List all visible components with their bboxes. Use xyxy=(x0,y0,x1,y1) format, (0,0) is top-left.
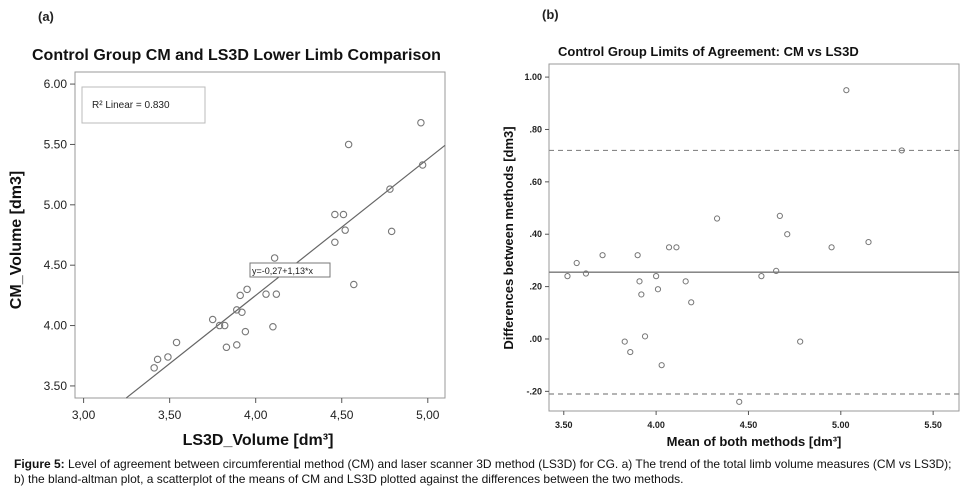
chart-a-fit-label: y=-0,27+1,13*x xyxy=(252,266,314,276)
chart-a-ytick-label: 4.50 xyxy=(44,258,68,272)
panel-a-label: (a) xyxy=(38,9,54,24)
chart-a-point xyxy=(339,210,348,219)
chart-a-ytick-label: 5.00 xyxy=(44,198,68,212)
chart-a-point xyxy=(241,327,250,336)
chart-a: Control Group CM and LS3D Lower Limb Com… xyxy=(8,47,446,449)
chart-b-ylabel: Differences between methods [dm3] xyxy=(501,126,516,349)
chart-b-ytick-label: .20 xyxy=(529,282,542,292)
chart-b-point xyxy=(641,333,649,340)
chart-b-xtick-label: 4.00 xyxy=(647,420,665,430)
chart-a-point xyxy=(341,226,349,234)
chart-b-point xyxy=(653,273,660,280)
chart-a-plot-area xyxy=(74,71,446,399)
chart-b-point xyxy=(773,267,780,274)
chart-b-ytick-label: .80 xyxy=(529,124,542,134)
chart-b: Control Group Limits of Agreement: CM vs… xyxy=(501,44,960,449)
chart-a-point xyxy=(262,290,270,298)
chart-a-ytick-label: 4.00 xyxy=(44,319,68,333)
chart-b-point xyxy=(828,244,835,251)
chart-b-point xyxy=(665,244,673,251)
chart-b-point xyxy=(638,291,645,298)
chart-a-point xyxy=(331,210,339,219)
chart-b-point xyxy=(682,278,689,285)
chart-b-point xyxy=(634,252,641,259)
chart-b-point xyxy=(564,273,571,280)
chart-a-point xyxy=(222,343,231,352)
chart-a-point xyxy=(238,308,246,317)
chart-a-fit-label-box xyxy=(249,262,331,278)
chart-b-xtick-label: 5.50 xyxy=(924,420,942,430)
chart-b-ytick-label: -.20 xyxy=(526,386,542,396)
chart-a-xtick-label: 5,00 xyxy=(416,408,440,422)
chart-b-xtick-label: 5.00 xyxy=(832,420,850,430)
chart-a-point xyxy=(243,285,251,294)
chart-b-xtick-label: 3.50 xyxy=(555,420,573,430)
chart-b-point xyxy=(758,273,765,280)
chart-b-point xyxy=(843,87,850,94)
chart-a-point xyxy=(331,238,339,246)
chart-a-title: Control Group CM and LS3D Lower Limb Com… xyxy=(32,47,441,64)
chart-a-ytick-label: 6.00 xyxy=(44,77,68,91)
chart-b-point xyxy=(776,212,783,219)
chart-b-plot-area xyxy=(548,63,960,412)
chart-b-point xyxy=(688,299,695,306)
chart-b-point xyxy=(621,338,628,345)
chart-b-ytick-label: .40 xyxy=(529,229,542,239)
chart-b-xlabel: Mean of both methods [dm³] xyxy=(667,434,842,449)
chart-a-point xyxy=(269,323,277,331)
chart-a-point xyxy=(208,315,217,324)
chart-a-point xyxy=(233,341,241,349)
chart-a-point xyxy=(350,280,358,289)
chart-b-point xyxy=(797,338,804,345)
figure: (a) (b) Control Group CM and LS3D Lower … xyxy=(8,7,960,449)
chart-b-ytick-label: .00 xyxy=(529,334,542,344)
chart-b-point xyxy=(713,215,721,222)
chart-a-point xyxy=(387,227,396,236)
chart-b-point xyxy=(573,259,580,267)
chart-a-point xyxy=(272,290,281,298)
chart-a-xtick-label: 3,50 xyxy=(158,408,182,422)
chart-b-point xyxy=(582,270,590,277)
chart-a-point xyxy=(386,185,394,193)
figure-caption: Figure 5: Level of agreement between cir… xyxy=(14,457,959,487)
chart-b-point xyxy=(784,231,791,238)
chart-a-point xyxy=(164,353,172,361)
chart-a-r2-box xyxy=(81,86,206,124)
chart-a-point xyxy=(417,118,425,127)
chart-b-xtick-label: 4.50 xyxy=(740,420,758,430)
chart-a-xtick-label: 4,00 xyxy=(244,408,268,422)
panel-b-label: (b) xyxy=(542,7,559,22)
chart-a-point xyxy=(236,291,244,300)
chart-b-point xyxy=(654,286,662,293)
chart-b-point xyxy=(636,278,643,285)
chart-b-ytick-label: .60 xyxy=(529,177,542,187)
chart-a-point xyxy=(153,355,162,364)
chart-a-xtick-label: 3,00 xyxy=(72,408,96,422)
caption-label: Figure 5: xyxy=(14,457,65,471)
chart-b-point xyxy=(599,252,606,259)
chart-a-point xyxy=(215,321,224,330)
chart-b-point xyxy=(627,348,634,356)
chart-b-point xyxy=(673,244,680,251)
chart-a-xtick-label: 4,50 xyxy=(330,408,354,422)
chart-a-ylabel: CM_Volume [dm3] xyxy=(8,171,25,309)
chart-a-point xyxy=(344,140,353,149)
chart-a-point xyxy=(220,321,229,330)
caption-text: Level of agreement between circumferenti… xyxy=(14,457,952,486)
chart-a-point xyxy=(418,161,427,169)
chart-a-r2-label: R² Linear = 0.830 xyxy=(92,100,170,111)
chart-b-point xyxy=(898,147,905,154)
chart-b-title: Control Group Limits of Agreement: CM vs… xyxy=(558,44,859,59)
chart-a-point xyxy=(150,364,158,372)
chart-a-ytick-label: 5.50 xyxy=(44,137,68,151)
chart-a-point xyxy=(172,338,181,347)
chart-a-ytick-label: 3.50 xyxy=(44,379,68,393)
chart-b-ytick-label: 1.00 xyxy=(524,72,542,82)
chart-b-point xyxy=(865,238,872,246)
chart-a-xlabel: LS3D_Volume [dm³] xyxy=(183,432,334,449)
chart-a-point xyxy=(270,254,279,262)
chart-b-point xyxy=(658,362,665,369)
chart-b-point xyxy=(736,398,743,405)
